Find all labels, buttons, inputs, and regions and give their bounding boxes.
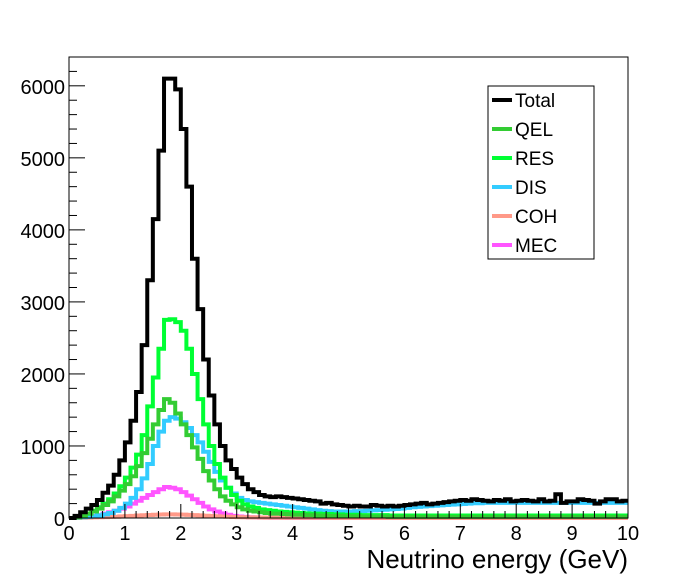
x-tick-label: 0 bbox=[63, 523, 74, 545]
legend-label-qel: QEL bbox=[515, 120, 553, 141]
axes-layer: 0 1 2 3 4 5 6 7 8 9 10 0 1000 2000 3000 4000 5000 6000 bbox=[21, 56, 639, 545]
y-tick-label: 4000 bbox=[21, 221, 66, 243]
x-tick-label: 2 bbox=[175, 523, 186, 545]
legend: Total QEL RES DIS COH MEC bbox=[487, 85, 595, 260]
legend-label-mec: MEC bbox=[515, 236, 557, 257]
y-tick-label: 0 bbox=[54, 509, 65, 531]
x-tick-label: 10 bbox=[617, 523, 639, 545]
x-tick-label: 3 bbox=[231, 523, 242, 545]
x-tick-label: 6 bbox=[399, 523, 410, 545]
y-tick-label: 6000 bbox=[21, 77, 66, 99]
series-dis-line bbox=[69, 415, 628, 520]
x-tick-label: 1 bbox=[119, 523, 130, 545]
x-tick-label: 8 bbox=[511, 523, 522, 545]
x-axis-title: Neutrino energy (GeV) bbox=[366, 544, 628, 574]
x-tick-label: 9 bbox=[567, 523, 578, 545]
series-qel-line bbox=[69, 397, 628, 520]
series-total-line bbox=[69, 76, 628, 520]
y-tick-label: 1000 bbox=[21, 437, 66, 459]
legend-label-res: RES bbox=[515, 149, 554, 170]
x-tick-label: 5 bbox=[343, 523, 354, 545]
x-tick-label: 4 bbox=[287, 523, 298, 545]
x-tick-label: 7 bbox=[455, 523, 466, 545]
y-tick-label: 3000 bbox=[21, 293, 66, 315]
legend-label-dis: DIS bbox=[515, 178, 547, 199]
legend-label-total: Total bbox=[515, 91, 555, 112]
legend-box bbox=[487, 85, 595, 260]
y-tick-label: 5000 bbox=[21, 149, 66, 171]
y-tick-label: 2000 bbox=[21, 365, 66, 387]
legend-label-coh: COH bbox=[515, 207, 557, 228]
